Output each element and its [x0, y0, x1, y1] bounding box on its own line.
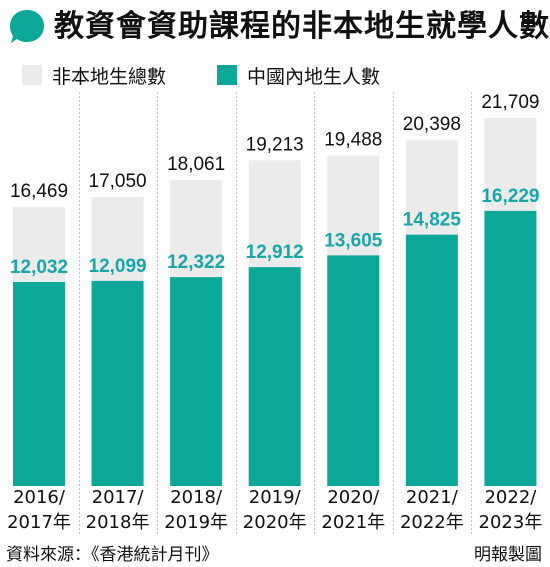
legend-label-mainland: 中國內地生人數	[247, 65, 381, 88]
data-label-total: 19,213	[246, 134, 304, 155]
x-tick-label-line2: 2019年	[164, 512, 228, 533]
legend: 非本地生總數 中國內地生人數	[0, 60, 550, 90]
credit-note: 明報製圖	[474, 545, 542, 565]
x-tick-label-line1: 2021/	[406, 487, 459, 508]
legend-item-mainland: 中國內地生人數	[217, 60, 380, 90]
bar-mainland	[13, 282, 65, 486]
legend-label-total: 非本地生總數	[52, 65, 167, 88]
x-tick-label-line1: 2018/	[170, 487, 223, 508]
data-label-mainland: 12,032	[10, 257, 68, 278]
data-label-total: 19,488	[324, 130, 382, 151]
bar-mainland	[484, 210, 537, 486]
x-tick-label-line1: 2022/	[484, 487, 537, 508]
bar-mainland	[170, 277, 223, 486]
data-label-total: 17,050	[89, 171, 147, 192]
page-title: 教資會資助課程的非本地生就學人數	[54, 9, 550, 44]
data-label-mainland: 13,605	[324, 230, 383, 251]
x-tick-label-line2: 2023年	[479, 512, 543, 533]
data-label-mainland: 16,229	[481, 186, 539, 207]
x-tick-label-line1: 2017/	[92, 487, 145, 508]
speech-bubble-icon	[10, 10, 44, 43]
x-tick-label-line1: 2016/	[13, 487, 66, 508]
data-label-mainland: 12,099	[89, 256, 147, 277]
x-tick-label-line1: 2019/	[249, 487, 302, 508]
x-tick-label-line2: 2020年	[243, 512, 307, 533]
data-label-total: 18,061	[167, 154, 225, 175]
data-label-mainland: 12,322	[167, 252, 225, 273]
data-label-total: 21,709	[481, 92, 539, 113]
data-label-mainland: 12,912	[246, 242, 304, 263]
x-tick-label-line2: 2017年	[7, 512, 71, 533]
legend-swatch-mainland	[217, 65, 237, 85]
title-bar: 教資會資助課程的非本地生就學人數	[0, 0, 550, 52]
bar-mainland	[405, 234, 458, 486]
x-tick-label-line2: 2022年	[400, 512, 464, 533]
x-tick-label-line1: 2020/	[327, 487, 380, 508]
data-label-total: 20,398	[403, 114, 461, 135]
legend-swatch-total	[22, 65, 42, 85]
data-label-total: 16,469	[10, 181, 68, 202]
data-label-mainland: 14,825	[403, 210, 462, 231]
bar-mainland	[327, 255, 380, 486]
source-note: 資料來源：《香港統計月刊》	[6, 545, 219, 565]
x-tick-label-line2: 2021年	[321, 512, 385, 533]
legend-item-total: 非本地生總數	[22, 60, 166, 90]
x-tick-label-line2: 2018年	[86, 512, 150, 533]
bar-mainland	[91, 280, 144, 486]
bar-mainland	[248, 267, 301, 486]
